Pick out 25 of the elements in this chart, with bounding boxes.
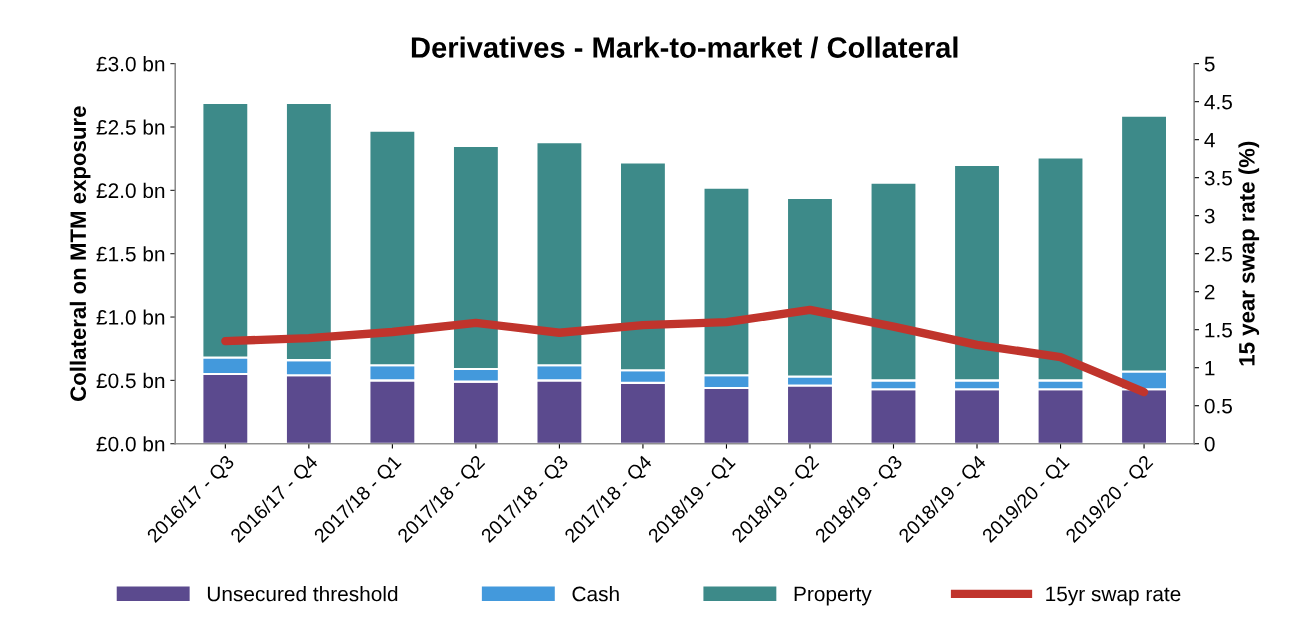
y2-tick-label: 0 [1204,436,1215,452]
y2-tick-label: 4 [1204,132,1215,148]
legend-label: 15yr swap rate [1046,586,1181,606]
y-tick-label: £3.0 bn [96,56,165,72]
chart-title: Derivatives - Mark-to-market / Collateral [411,36,958,59]
y2-tick-label: 2.5 [1204,246,1232,262]
y2-tick-label: 1.5 [1205,322,1232,338]
y2-tick-label: 0.5 [1204,398,1232,414]
y2-tick-label: 5 [1204,56,1215,72]
legend-label: Cash [572,586,619,602]
y2-tick-label: 2 [1204,284,1215,300]
y-tick-label: £2.5 bn [96,119,165,135]
y2-tick-label: 3 [1204,208,1215,224]
y2-tick-label: 4.5 [1204,94,1232,110]
y-tick-label: £0.5 bn [96,372,165,389]
y-tick-label: £0.0 bn [96,436,165,452]
y-tick-label: £2.0 bn [96,182,165,199]
y-tick-label: £1.5 bn [96,246,165,262]
y2-tick-label: 1 [1205,360,1215,376]
y2-tick-label: 3.5 [1204,170,1232,186]
legend-label: Property [794,586,872,606]
y-tick-label: £1.0 bn [96,309,165,325]
y2-axis-title: 15 year swap rate (%) [1238,141,1260,366]
y-axis-title: Collateral on MTM exposure [69,106,91,401]
legend-label: Unsecured threshold [207,586,398,602]
